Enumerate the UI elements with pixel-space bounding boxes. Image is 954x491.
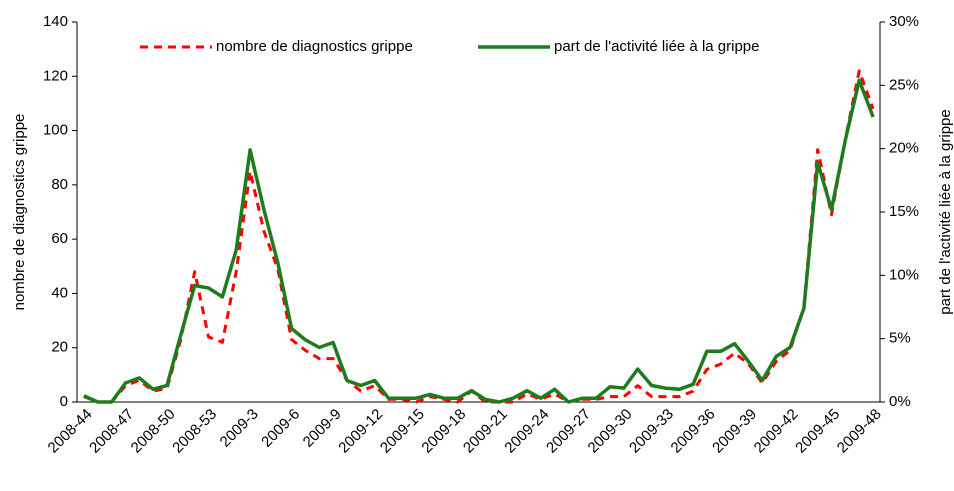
x-tick-label: 2009-48: [834, 406, 885, 457]
y2-tick-label: 5%: [889, 330, 911, 347]
x-tick-label: 2009-27: [543, 406, 594, 457]
y-tick-label: 40: [51, 284, 68, 301]
x-tick-label: 2008-50: [128, 406, 179, 457]
y2-tick-label: 10%: [889, 266, 919, 283]
y-tick-label: 140: [43, 13, 68, 30]
x-tick-label: 2008-53: [169, 406, 220, 457]
y2-tick-label: 15%: [889, 203, 919, 220]
series-line: [83, 78, 875, 404]
legend-label: part de l'activité liée à la grippe: [554, 38, 759, 55]
y2-tick-label: 20%: [889, 140, 919, 157]
x-tick-label: 2009-12: [335, 406, 386, 457]
y2-tick-label: 0%: [889, 393, 911, 410]
y2-tick-label: 25%: [889, 76, 919, 93]
x-tick-label: 2008-47: [86, 406, 137, 457]
y2-axis-label: part de l'activité liée à la grippe: [937, 109, 954, 314]
x-tick-label: 2009-45: [792, 406, 843, 457]
x-tick-label: 2008-44: [45, 406, 96, 457]
x-tick-label: 2009-18: [418, 406, 469, 457]
y2-tick-label: 30%: [889, 13, 919, 30]
x-tick-label: 2009-21: [460, 406, 511, 457]
x-tick-label: 2009-6: [258, 406, 303, 451]
y-tick-label: 20: [51, 339, 68, 356]
y-tick-label: 120: [43, 67, 68, 84]
x-tick-label: 2009-42: [751, 406, 802, 457]
x-tick-label: 2009-30: [585, 406, 636, 457]
x-tick-label: 2009-15: [377, 406, 428, 457]
y-axis-label: nombre de diagnostics grippe: [11, 114, 28, 311]
y-tick-label: 80: [51, 176, 68, 193]
y-tick-label: 60: [51, 230, 68, 247]
legend-label: nombre de diagnostics grippe: [216, 38, 413, 55]
x-tick-label: 2009-24: [501, 406, 552, 457]
y-tick-label: 0: [60, 393, 68, 410]
x-tick-label: 2009-3: [217, 406, 262, 451]
series-line: [83, 69, 875, 404]
y-tick-label: 100: [43, 122, 68, 139]
x-tick-label: 2009-33: [626, 406, 677, 457]
x-tick-label: 2009-36: [668, 406, 719, 457]
x-tick-label: 2009-39: [709, 406, 760, 457]
